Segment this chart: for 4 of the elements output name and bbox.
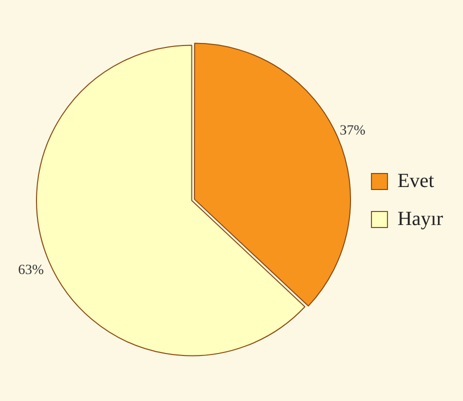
legend-label: Evet [397,170,435,192]
data-label: 63% [18,262,44,278]
data-label: 37% [340,124,366,139]
legend-label: Hayır [397,208,444,230]
